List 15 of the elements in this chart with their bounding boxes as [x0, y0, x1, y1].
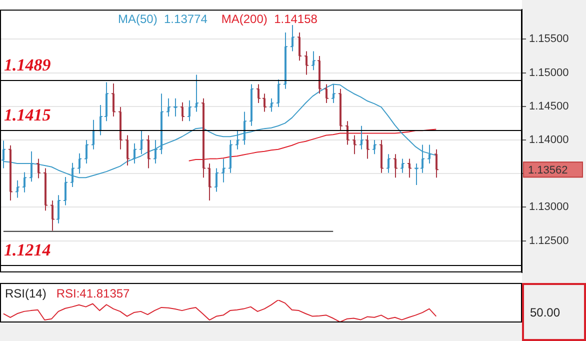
annotation: RSI:41.81357 — [56, 286, 130, 300]
text: MA(200) 1.14158 — [221, 12, 318, 26]
y-tick-label: 1.15500 — [529, 33, 569, 46]
chart-title: RSI(14) — [5, 286, 46, 300]
text: 50.00 — [530, 305, 560, 320]
ref-line-label: 1.1415 — [4, 105, 52, 124]
y-tick-label: 1.13000 — [529, 201, 569, 214]
ref-line-label: 1.1214 — [4, 240, 51, 260]
y-tick-label: 1.14000 — [529, 134, 569, 146]
ref-line-label: 1.1489 — [4, 55, 52, 74]
y-tick-label: 1.14500 — [529, 100, 569, 112]
y-tick-label: 1.12500 — [529, 234, 569, 247]
text: 1.13562 — [528, 164, 568, 177]
y-tick-label: 1.15000 — [529, 66, 569, 79]
text: MA(50) 1.13774 — [118, 12, 208, 26]
